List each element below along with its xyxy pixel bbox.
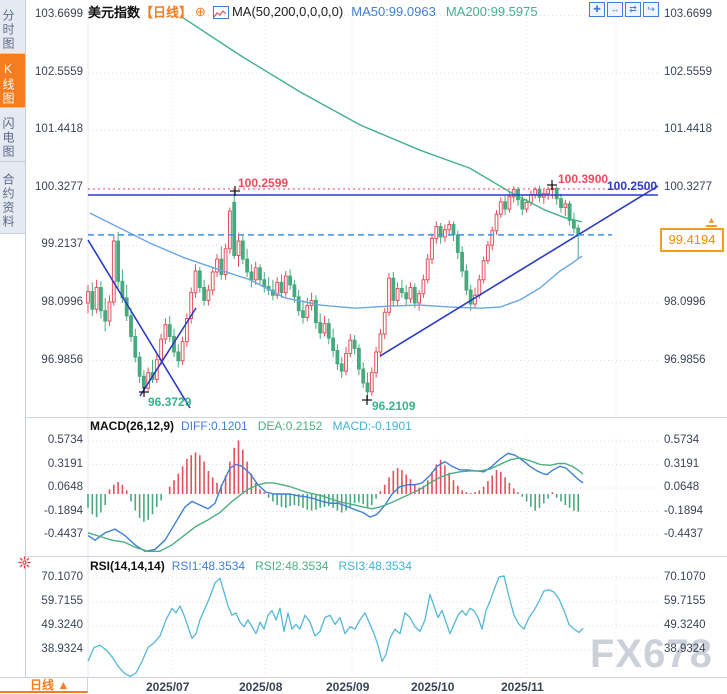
macd-axis-label-left: -0.4437 [43, 527, 83, 540]
macd-axis-label-right: 0.0648 [664, 481, 700, 493]
price-axis-label-left: 96.9856 [41, 353, 83, 366]
macd-dea-value: DEA:0.2152 [257, 419, 323, 433]
price-axis-label-left: 100.3277 [35, 181, 83, 193]
price-up-arrow-icon[interactable]: ▲ [706, 215, 717, 227]
ma50-value: MA50:99.0963 [351, 4, 436, 19]
price-annotation-100.3900: 100.3900 [558, 172, 609, 186]
price-axis-label-left: 103.6699 [35, 8, 83, 21]
macd-diff-value: DIFF:0.1201 [181, 419, 248, 433]
price-axis-label-left: 101.4418 [35, 123, 83, 136]
current-price-badge: 99.4194 [660, 228, 724, 252]
zoom-horizontal-icon[interactable]: ↔ [607, 2, 623, 17]
price-annotation-100.2599: 100.2599 [238, 176, 289, 190]
rsi-axis-label-right: 70.1070 [664, 571, 706, 583]
rsi-axis-label-right: 38.9324 [664, 642, 706, 655]
macd-axis-label-left: 0.0648 [47, 481, 83, 493]
date-tick-label: 2025/07 [146, 680, 190, 694]
macd-axis-label-right: 0.5734 [664, 434, 700, 447]
indicator-settings-icon[interactable] [18, 556, 31, 574]
rsi-axis-label-left: 59.7155 [41, 595, 83, 607]
add-indicator-icon[interactable]: ⊕ [195, 3, 206, 19]
macd-axis-label-left: -0.1894 [43, 504, 83, 517]
rsi-title: RSI(14,14,14) [90, 559, 165, 573]
panel-divider [0, 556, 727, 557]
price-axis-label-right: 101.4418 [664, 123, 712, 136]
chevron-up-icon: ▲ [57, 678, 70, 692]
panel-divider [0, 417, 727, 418]
date-tick-label: 2025/09 [326, 680, 370, 694]
price-axis-label-right: 100.3277 [664, 181, 712, 193]
macd-axis-label-left: 0.5734 [47, 434, 83, 447]
date-tick-label: 2025/10 [411, 680, 455, 694]
date-tick-label: 2025/08 [239, 680, 283, 694]
price-annotation-96.2109: 96.2109 [372, 399, 416, 413]
ma-settings-label[interactable]: MA(50,200,0,0,0,0) [231, 4, 344, 19]
rsi-header: RSI(14,14,14) RSI1:48.3534 RSI2:48.3534 RSI… [90, 559, 412, 573]
sidebar-tab-2[interactable]: 闪电图 [0, 108, 25, 162]
rsi-axis-label-left: 49.3240 [41, 619, 83, 631]
sidebar: 分时图 K线图 闪电图 合约资料 [0, 0, 26, 694]
macd-title: MACD(26,12,9) [90, 419, 175, 433]
price-axis-label-right: 103.6699 [664, 8, 712, 21]
macd-axis-label-right: 0.3191 [664, 457, 700, 470]
ma200-value: MA200:99.5975 [445, 4, 538, 19]
period-label[interactable]: 【日线】 [140, 5, 193, 20]
exit-zoom-icon[interactable]: ↪ [643, 2, 659, 17]
sidebar-tab-1[interactable]: K线图 [0, 54, 25, 108]
macd-macd-value: MACD:-0.1901 [332, 419, 412, 433]
rsi2-value: RSI2:48.3534 [255, 559, 329, 573]
watermark-logo: FX678 [590, 632, 713, 676]
zoom-range-icon[interactable]: ⇄ [625, 2, 641, 17]
sidebar-tab-3[interactable]: 合约资料 [0, 162, 25, 234]
rsi3-value: RSI3:48.3534 [338, 559, 412, 573]
rsi-axis-label-left: 70.1070 [41, 571, 83, 583]
sidebar-tab-0[interactable]: 分时图 [0, 0, 25, 54]
date-tick-label: 2025/11 [501, 680, 544, 694]
macd-axis-label-left: 0.3191 [47, 457, 83, 470]
rsi-axis-label-right: 49.3240 [664, 619, 706, 631]
price-axis-label-right: 98.0996 [664, 296, 706, 308]
period-selector-tab[interactable]: 日线 ▲ [0, 677, 88, 693]
price-axis-label-left: 99.2137 [41, 238, 83, 251]
symbol-name: 美元指数 [88, 5, 141, 20]
price-axis-label-left: 98.0996 [41, 296, 83, 308]
macd-axis-label-right: -0.1894 [664, 504, 704, 517]
macd-header: MACD(26,12,9) DIFF:0.1201 DEA:0.2152 MACD:-… [90, 419, 412, 433]
price-annotation-96.3729: 96.3729 [148, 395, 192, 409]
chart-toolbar: ✚ ↔ ⇄ ↪ [589, 2, 659, 17]
price-axis-label-left: 102.5559 [35, 65, 83, 78]
rsi-axis-label-left: 38.9324 [41, 642, 83, 655]
pan-crosshair-icon[interactable]: ✚ [589, 2, 605, 17]
ma-chart-icon[interactable] [212, 6, 229, 19]
rsi-axis-label-right: 59.7155 [664, 595, 706, 607]
rsi1-value: RSI1:48.3534 [171, 559, 246, 573]
price-axis-label-right: 96.9856 [664, 353, 706, 366]
chart-header: 美元指数【日线】 ⊕ MA(50,200,0,0,0,0) MA50:99.0963 M… [88, 2, 538, 21]
price-annotation-100.2500: 100.2500 [607, 179, 658, 193]
price-axis-label-right: 102.5559 [664, 65, 712, 78]
x-axis-band [0, 677, 727, 694]
macd-axis-label-right: -0.4437 [664, 527, 704, 540]
